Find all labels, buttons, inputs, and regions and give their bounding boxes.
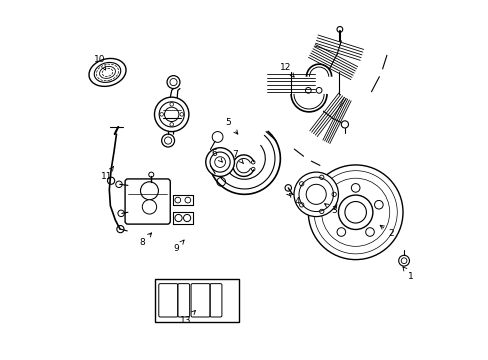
Text: 6: 6 (211, 149, 222, 162)
Text: 11: 11 (101, 167, 113, 181)
Text: 13: 13 (179, 310, 195, 325)
Circle shape (308, 165, 402, 260)
Text: 2: 2 (379, 225, 393, 238)
FancyBboxPatch shape (125, 179, 170, 224)
Circle shape (205, 148, 234, 176)
Text: 4: 4 (289, 193, 300, 206)
Circle shape (167, 76, 180, 89)
Bar (155, 279, 239, 321)
Circle shape (142, 200, 156, 214)
Text: 1: 1 (402, 267, 413, 281)
Text: 5: 5 (225, 118, 237, 134)
Text: 9: 9 (173, 240, 183, 253)
Text: 8: 8 (139, 233, 151, 247)
Circle shape (293, 172, 338, 217)
Text: 12: 12 (280, 63, 293, 77)
Text: 3: 3 (324, 204, 336, 215)
Circle shape (162, 134, 174, 147)
Text: 7: 7 (232, 150, 243, 163)
Circle shape (154, 97, 188, 132)
Circle shape (140, 182, 158, 200)
Text: 10: 10 (93, 55, 105, 70)
